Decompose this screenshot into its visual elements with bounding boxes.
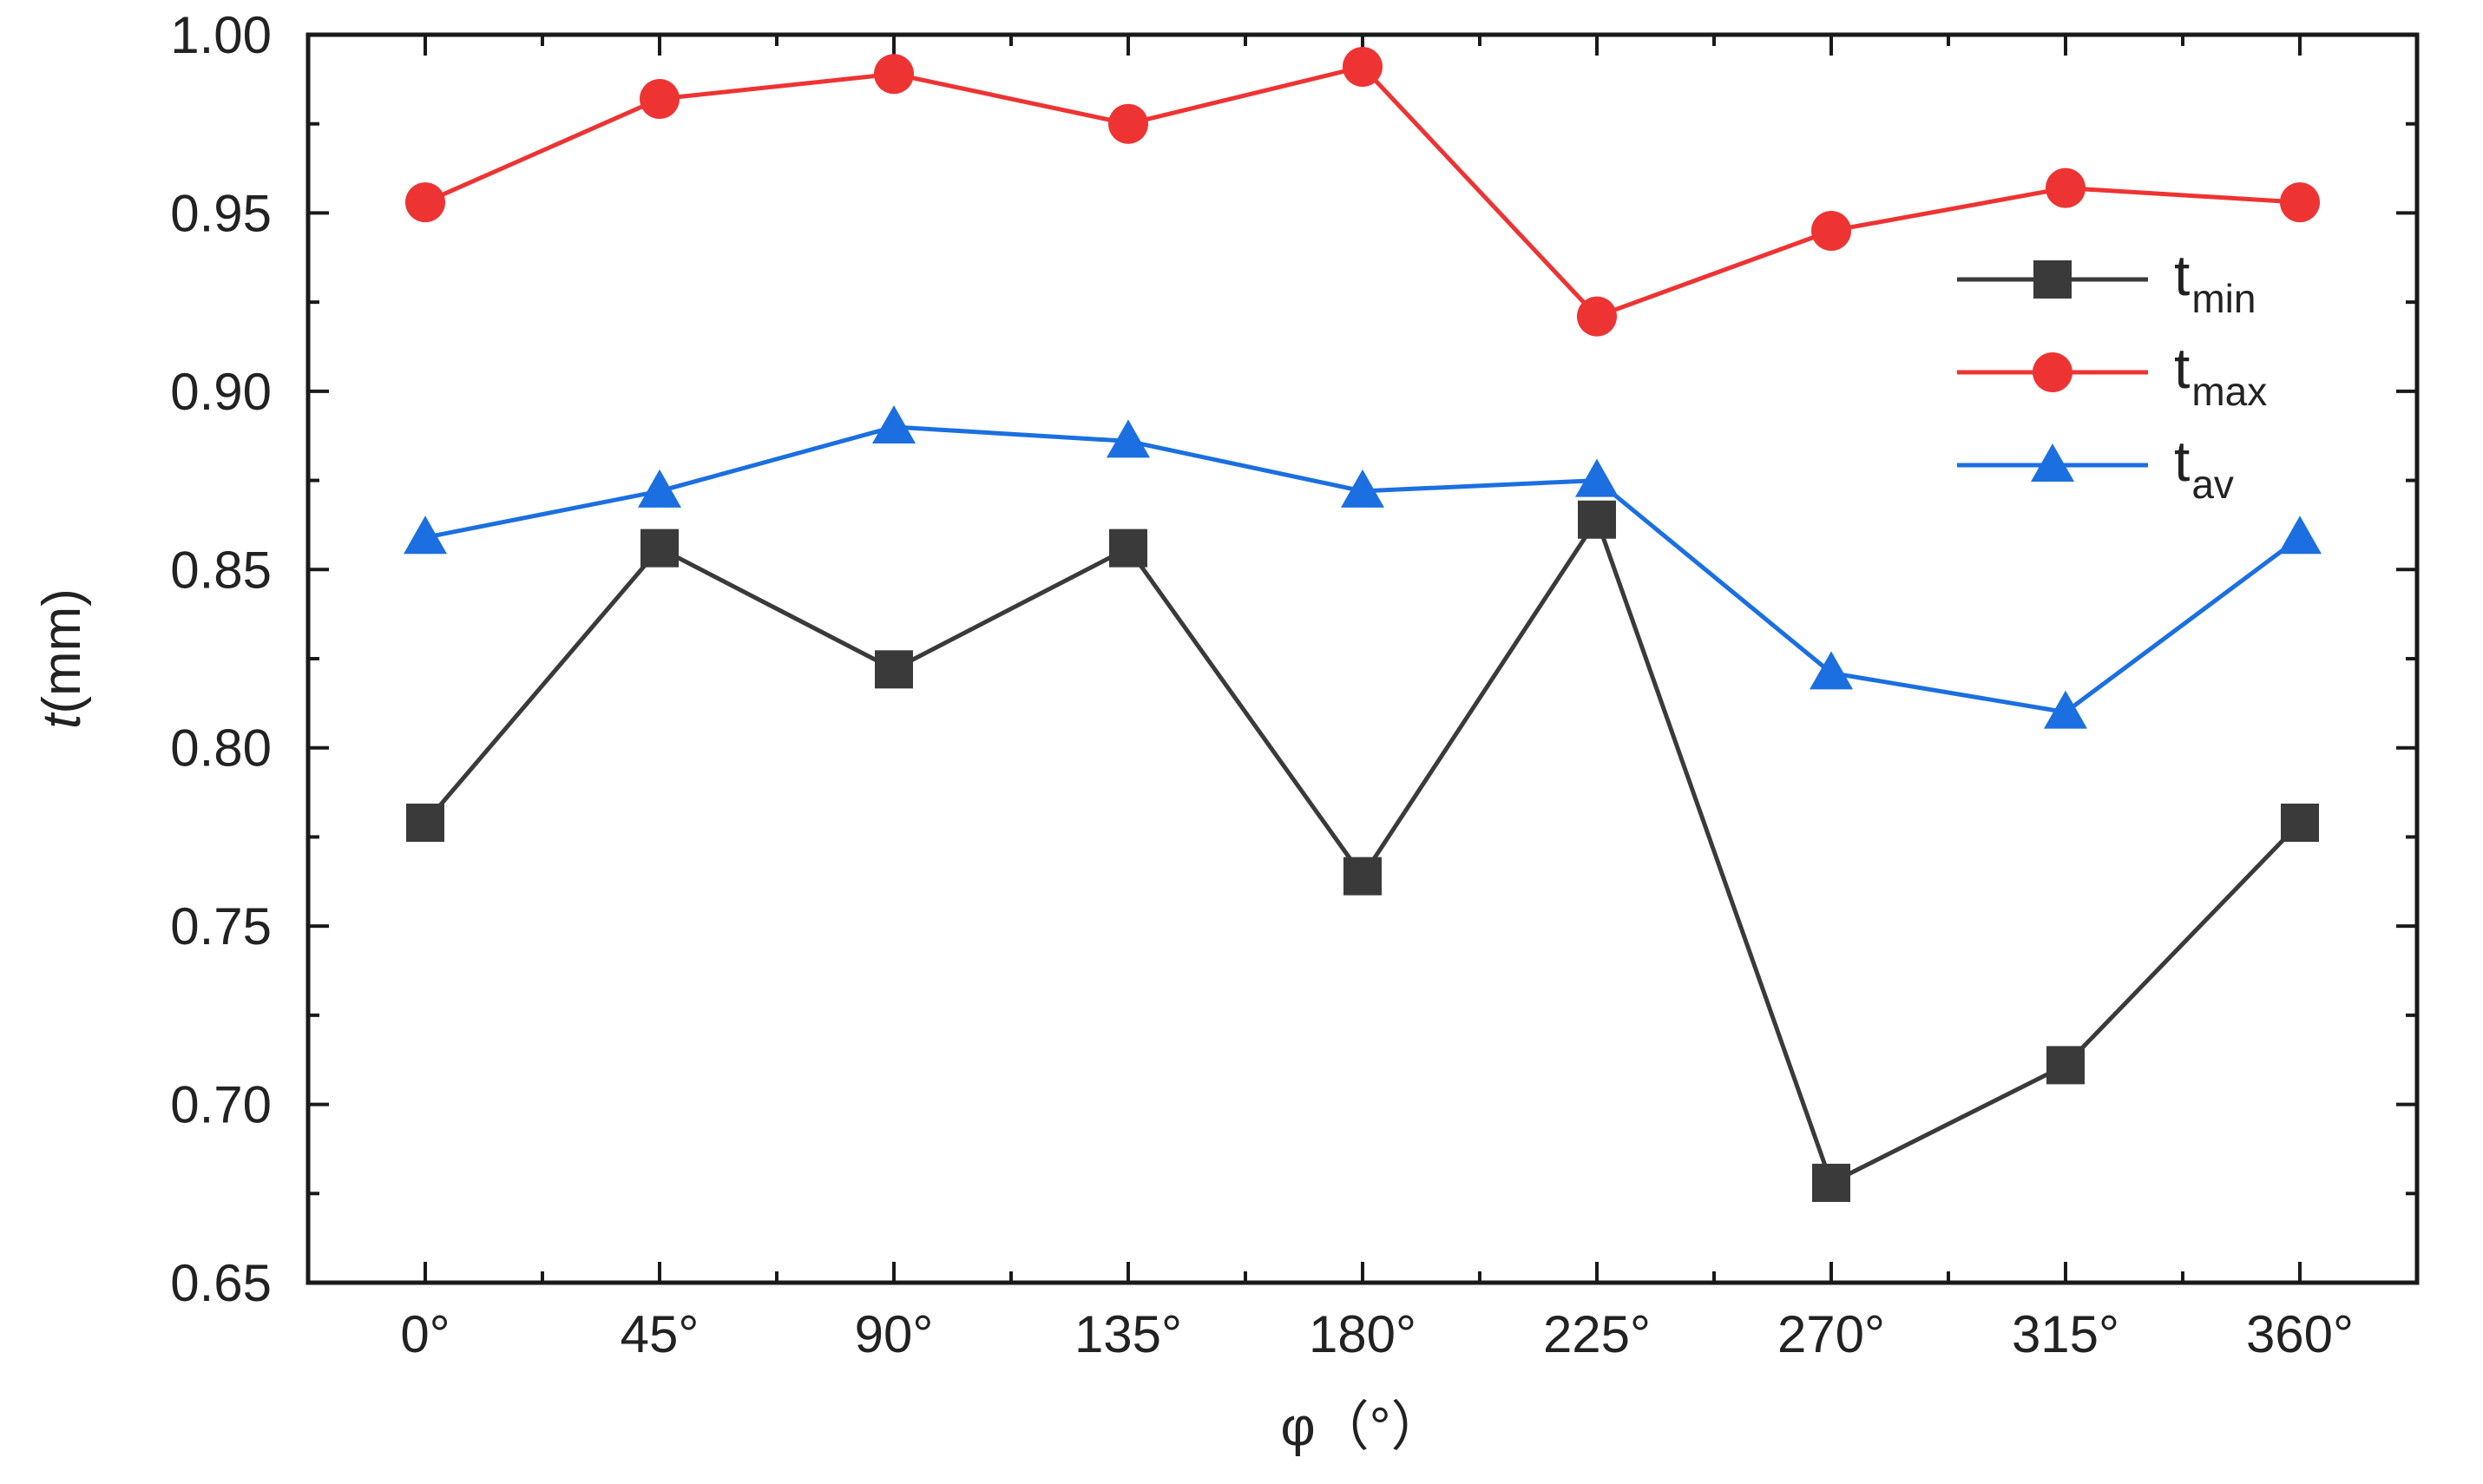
x-tick-label: 360°: [2246, 1305, 2354, 1363]
x-tick-label: 90°: [855, 1305, 934, 1363]
y-tick-label: 0.80: [170, 719, 272, 778]
y-axis-label: t(mm): [32, 588, 92, 729]
legend-entry-max: tmax: [1957, 336, 2267, 414]
data-point-max: [2046, 167, 2086, 208]
data-point-min: [2281, 803, 2319, 842]
x-tick-label: 225°: [1543, 1305, 1651, 1363]
series-line-min: [424, 517, 2302, 1185]
data-point-min: [2046, 1046, 2085, 1085]
series-layer: [404, 46, 2322, 1202]
x-tick-label: 270°: [1777, 1305, 1885, 1363]
data-point-min: [1109, 529, 1147, 568]
y-tick-label: 0.65: [170, 1254, 272, 1312]
y-tick-label: 0.95: [170, 184, 272, 242]
legend-entry-av: tav: [1957, 429, 2234, 507]
data-point-min: [406, 803, 444, 842]
data-point-max: [405, 182, 445, 223]
data-point-max: [1577, 296, 1617, 337]
legend-label-main: t: [2174, 243, 2190, 307]
legend-label-main: t: [2174, 429, 2190, 493]
data-point-av: [1341, 469, 1384, 508]
data-point-min: [1578, 500, 1616, 539]
data-point-av: [872, 404, 916, 443]
y-tick-label: 0.85: [170, 541, 272, 599]
data-point-max: [1108, 103, 1148, 144]
data-point-min: [1812, 1163, 1850, 1202]
series-max: [405, 46, 2320, 337]
series-min: [406, 500, 2319, 1202]
data-point-max: [1343, 46, 1383, 87]
data-point-av: [1107, 419, 1150, 458]
y-axis-label-variable: t: [32, 712, 92, 729]
data-point-av: [638, 469, 681, 508]
legend-marker: [2033, 352, 2072, 392]
data-point-av: [1575, 458, 1619, 497]
legend-label: tmin: [2174, 243, 2256, 321]
tick-labels: 0.65 0.70 0.75 0.80 0.85 0.90 0.95 1.00 0° 45° 90°…: [170, 6, 2354, 1363]
x-tick-label: 135°: [1074, 1305, 1182, 1363]
data-point-max: [874, 54, 914, 95]
data-point-min: [875, 650, 913, 689]
legend-marker: [2031, 443, 2074, 482]
y-tick-label: 0.90: [170, 363, 272, 421]
series-av: [404, 404, 2322, 729]
data-point-av: [2278, 515, 2322, 555]
axis-ticks: [308, 33, 2417, 1284]
y-axis-label-unit: (mm): [32, 588, 92, 714]
legend-marker: [2033, 260, 2072, 299]
data-point-min: [640, 529, 679, 568]
data-point-av: [404, 515, 447, 555]
y-tick-label: 1.00: [170, 6, 272, 64]
legend-label-subscript: av: [2191, 462, 2234, 507]
data-point-min: [1343, 857, 1382, 896]
x-tick-label: 45°: [621, 1305, 700, 1363]
legend-label-subscript: max: [2191, 369, 2267, 414]
x-tick-label: 180°: [1309, 1305, 1416, 1363]
plot-frame: [305, 32, 2420, 1285]
data-point-max: [640, 78, 680, 119]
data-point-av: [1810, 651, 1853, 690]
x-tick-label: 0°: [400, 1305, 450, 1363]
y-tick-label: 0.75: [170, 897, 272, 955]
y-tick-label: 0.70: [170, 1076, 272, 1134]
data-point-max: [1811, 210, 1851, 251]
data-point-max: [2280, 182, 2320, 223]
legend-label: tav: [2174, 429, 2234, 507]
legend-label-subscript: min: [2191, 276, 2256, 321]
legend-label: tmax: [2174, 336, 2267, 414]
data-point-av: [2044, 690, 2087, 729]
legend-label-main: t: [2174, 336, 2190, 400]
x-tick-label: 315°: [2012, 1305, 2119, 1363]
legend-entry-min: tmin: [1957, 243, 2256, 321]
x-axis-label: φ（°）: [1281, 1397, 1445, 1457]
